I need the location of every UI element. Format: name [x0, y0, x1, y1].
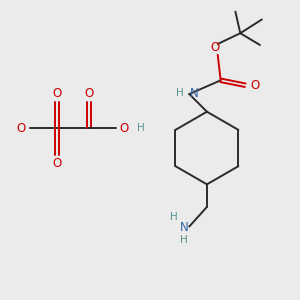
- Text: O: O: [17, 122, 26, 135]
- Text: O: O: [250, 79, 260, 92]
- Text: O: O: [52, 157, 62, 170]
- Text: O: O: [85, 87, 94, 100]
- Text: N: N: [190, 87, 199, 100]
- Text: H: H: [137, 123, 145, 134]
- Text: H: H: [181, 235, 188, 245]
- Text: N: N: [180, 221, 189, 234]
- Text: H: H: [170, 212, 177, 222]
- Text: O: O: [120, 122, 129, 135]
- Text: H: H: [176, 88, 183, 98]
- Text: O: O: [52, 87, 62, 100]
- Text: O: O: [210, 41, 219, 54]
